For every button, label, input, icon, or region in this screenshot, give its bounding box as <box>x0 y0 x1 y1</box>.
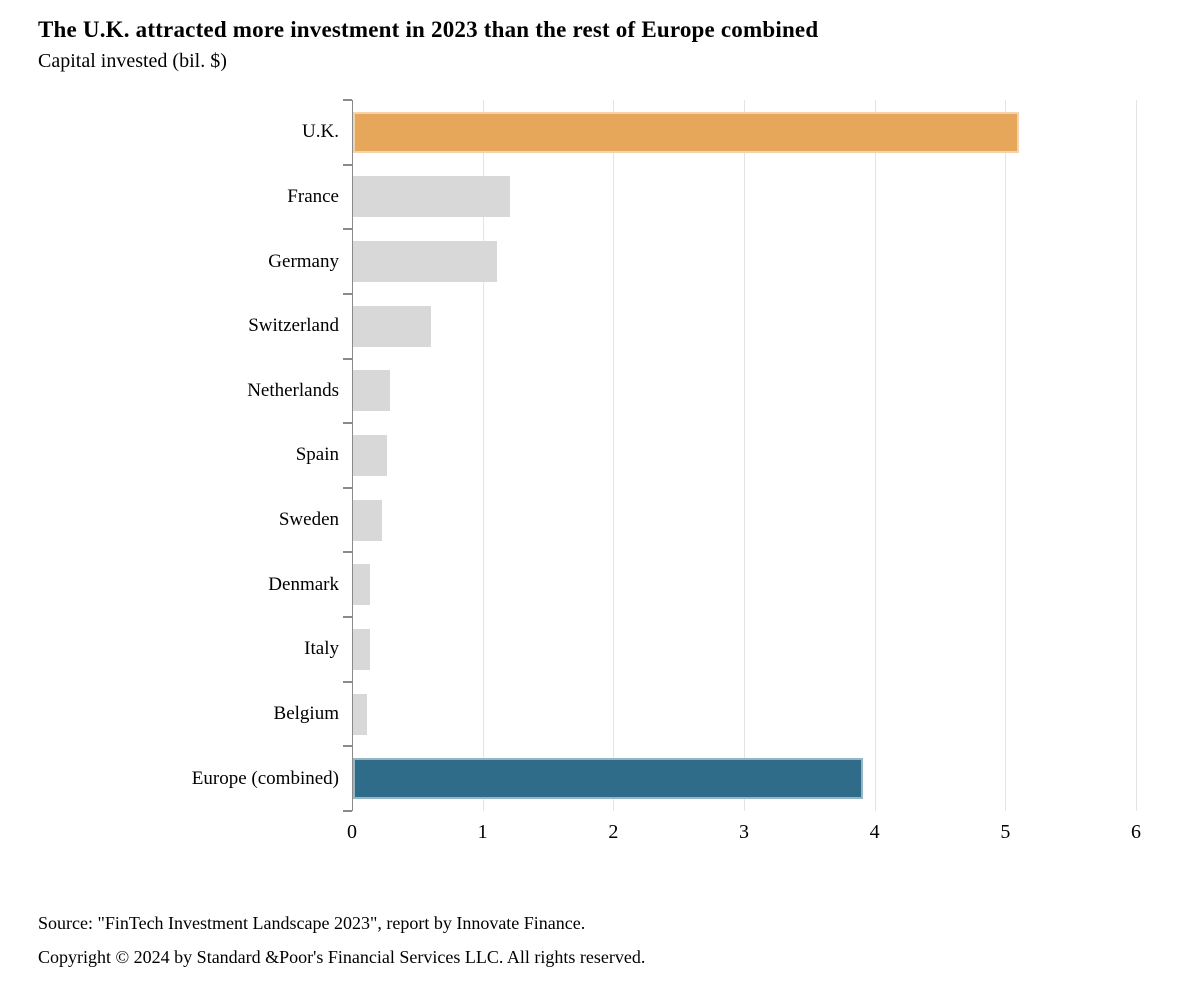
bar-france <box>353 176 510 218</box>
bar-row <box>353 552 1137 617</box>
bar-chart: U.K. France Germany Switzerland Netherlands S… <box>0 99 1188 812</box>
category-axis-labels: U.K. France Germany Switzerland Netherlands S… <box>0 100 352 811</box>
x-tick-label: 4 <box>869 821 880 843</box>
axis-tick-mark <box>343 422 352 425</box>
category-label: Denmark <box>268 573 339 595</box>
category-label: Europe (combined) <box>191 767 339 789</box>
axis-tick-mark <box>343 551 352 554</box>
x-tick-label: 6 <box>1131 821 1141 843</box>
gridline <box>1005 100 1007 811</box>
x-tick-label: 1 <box>477 821 488 843</box>
bar-belgium <box>353 693 368 735</box>
bar-row <box>353 488 1137 553</box>
bar-row <box>353 359 1137 424</box>
bar-spain <box>353 434 387 476</box>
axis-tick-mark <box>343 616 352 619</box>
bar-row <box>353 682 1137 747</box>
gridline-layer <box>343 99 1137 812</box>
category-label: Spain <box>295 444 339 466</box>
bar-row <box>353 423 1137 488</box>
axis-tick-mark <box>343 680 352 683</box>
category-label: U.K. <box>302 121 339 143</box>
axis-tick-mark <box>343 357 352 360</box>
x-tick-label: 0 <box>347 821 357 843</box>
bar-switzerland <box>353 305 432 347</box>
bar-netherlands <box>353 370 390 412</box>
bar-row <box>353 746 1137 811</box>
copyright-note: Copyright © 2024 by Standard &Poor's Fin… <box>38 947 646 967</box>
gridline <box>874 100 876 811</box>
axis-tick-mark <box>343 228 352 231</box>
category-label: France <box>287 185 339 207</box>
bar-row <box>353 165 1137 230</box>
chart-subtitle: Capital invested (bil. $) <box>38 50 227 72</box>
category-label: Switzerland <box>248 315 339 337</box>
category-label: Sweden <box>278 509 339 531</box>
axis-tick-mark <box>343 486 352 489</box>
axis-tick-mark <box>343 292 352 295</box>
bar-sweden <box>353 499 382 541</box>
x-tick-label: 3 <box>739 821 749 843</box>
chart-page: The U.K. attracted more investment in 20… <box>0 17 1188 969</box>
bar-row <box>353 229 1137 294</box>
x-tick-label: 2 <box>608 821 619 843</box>
source-note: Source: "FinTech Investment Landscape 20… <box>38 913 586 933</box>
axis-tick-mark <box>343 99 352 101</box>
bar-italy <box>353 628 370 670</box>
axis-tick-mark <box>343 745 352 748</box>
gridline <box>482 100 484 811</box>
axis-tick-mark <box>343 163 352 166</box>
chart-footer: Source: "FinTech Investment Landscape 20… <box>38 911 1188 969</box>
plot-area <box>343 99 1137 812</box>
bar-denmark <box>353 564 370 606</box>
gridline <box>744 100 745 811</box>
bar-row <box>353 617 1137 682</box>
category-label: Italy <box>304 638 339 660</box>
gridline <box>1136 100 1137 811</box>
bar-europe-combined <box>353 758 863 800</box>
chart-title: The U.K. attracted more investment in 20… <box>38 17 819 42</box>
category-label: Germany <box>268 250 339 272</box>
bars-layer <box>353 100 1137 811</box>
bar-germany <box>353 241 497 283</box>
category-label: Belgium <box>273 703 339 725</box>
category-label: Netherlands <box>247 379 339 401</box>
axis-tick-mark <box>343 810 352 812</box>
bar-row <box>353 100 1137 165</box>
bar-u-k <box>353 111 1020 153</box>
x-axis: 0 1 2 3 4 5 6 <box>347 811 1141 855</box>
x-tick-label: 5 <box>1000 821 1011 843</box>
gridline <box>613 100 615 811</box>
bar-row <box>353 294 1137 359</box>
